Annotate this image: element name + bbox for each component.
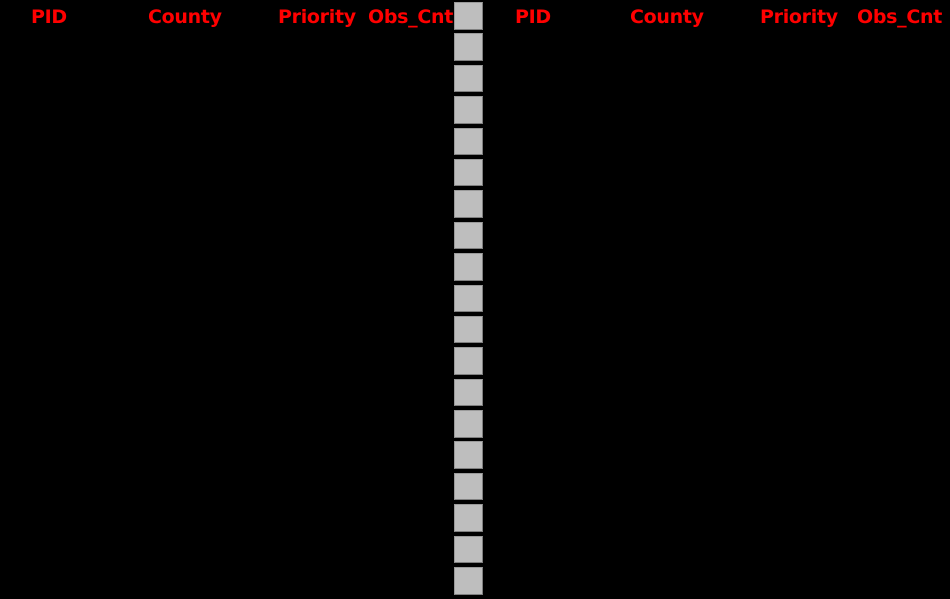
left-table-header-row: PID County Priority Obs_Cnt xyxy=(0,0,453,31)
row-selector-button[interactable] xyxy=(454,441,483,469)
right-column-header-county[interactable]: County xyxy=(630,6,704,28)
row-selector-button[interactable] xyxy=(454,2,483,30)
left-column-header-pid[interactable]: PID xyxy=(31,6,67,28)
row-selector-button[interactable] xyxy=(454,127,483,156)
row-selector-button[interactable] xyxy=(454,347,483,375)
row-selector-button[interactable] xyxy=(454,33,483,61)
left-column-header-county[interactable]: County xyxy=(148,6,222,28)
row-selector-button[interactable] xyxy=(454,410,483,438)
row-selector-column xyxy=(454,2,483,599)
right-table-header-row: PID County Priority Obs_Cnt xyxy=(488,0,950,31)
right-table-panel: PID County Priority Obs_Cnt xyxy=(488,0,950,599)
row-selector-button[interactable] xyxy=(454,64,483,93)
row-selector-button[interactable] xyxy=(454,190,483,218)
left-table-body xyxy=(0,31,448,599)
row-selector-button[interactable] xyxy=(454,504,483,532)
left-column-header-priority[interactable]: Priority xyxy=(278,6,356,28)
left-column-header-obs-cnt[interactable]: Obs_Cnt xyxy=(368,6,454,28)
row-selector-button[interactable] xyxy=(454,253,483,281)
row-selector-button[interactable] xyxy=(454,284,483,313)
row-selector-button[interactable] xyxy=(454,567,483,595)
row-selector-button[interactable] xyxy=(454,315,483,344)
row-selector-button[interactable] xyxy=(454,221,483,250)
right-column-header-pid[interactable]: PID xyxy=(515,6,551,28)
right-table-body xyxy=(488,31,950,599)
right-column-header-obs-cnt[interactable]: Obs_Cnt xyxy=(857,6,943,28)
left-table-panel: PID County Priority Obs_Cnt xyxy=(0,0,453,599)
row-selector-button[interactable] xyxy=(454,472,483,501)
row-selector-button[interactable] xyxy=(454,378,483,407)
right-column-header-priority[interactable]: Priority xyxy=(760,6,838,28)
row-selector-button[interactable] xyxy=(454,535,483,564)
row-selector-button[interactable] xyxy=(454,96,483,124)
row-selector-button[interactable] xyxy=(454,158,483,187)
